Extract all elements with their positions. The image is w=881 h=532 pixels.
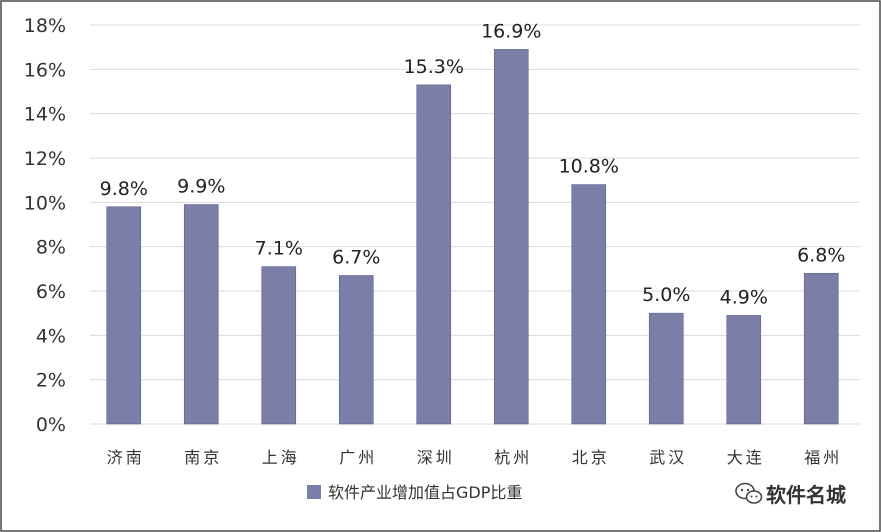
data-labels: 9.8% 9.9% 7.1% 6.7% 15.3% 16.9% 10.8% 5.0% 4.9% 6… bbox=[100, 20, 846, 308]
y-tick-label: 18% bbox=[24, 15, 66, 37]
data-label: 5.0% bbox=[642, 284, 690, 306]
y-tick-label: 4% bbox=[36, 325, 66, 347]
x-tick-label: 杭州 bbox=[494, 448, 532, 467]
x-tick-label: 南京 bbox=[184, 448, 222, 467]
x-axis: 济南 南京 上海 广州 深圳 杭州 北京 武汉 大连 福州 bbox=[107, 448, 842, 467]
x-tick-label: 福州 bbox=[804, 448, 842, 467]
y-tick-label: 10% bbox=[24, 192, 66, 214]
y-tick-label: 14% bbox=[24, 104, 66, 126]
bar bbox=[648, 312, 684, 425]
x-tick-label: 北京 bbox=[572, 448, 610, 467]
bar bbox=[571, 184, 607, 425]
y-tick-label: 8% bbox=[36, 237, 66, 259]
data-label: 4.9% bbox=[720, 286, 768, 308]
data-label: 16.9% bbox=[481, 20, 541, 42]
bar bbox=[726, 315, 762, 425]
data-label: 15.3% bbox=[404, 56, 464, 78]
x-tick-label: 上海 bbox=[262, 448, 300, 467]
data-label: 6.7% bbox=[332, 246, 380, 268]
bar bbox=[106, 206, 142, 425]
x-tick-label: 广州 bbox=[339, 448, 377, 467]
bar bbox=[803, 272, 839, 425]
x-tick-label: 武汉 bbox=[649, 448, 687, 467]
y-tick-label: 12% bbox=[24, 148, 66, 170]
y-tick-label: 2% bbox=[36, 370, 66, 392]
x-tick-label: 济南 bbox=[107, 448, 145, 467]
x-tick-label: 大连 bbox=[727, 448, 765, 467]
data-label: 9.8% bbox=[100, 178, 148, 200]
y-tick-label: 6% bbox=[36, 281, 66, 303]
data-label: 6.8% bbox=[797, 244, 845, 266]
bar bbox=[493, 49, 529, 425]
bar bbox=[261, 266, 297, 425]
y-tick-label: 16% bbox=[24, 59, 66, 81]
data-label: 10.8% bbox=[559, 156, 619, 178]
bar bbox=[183, 204, 219, 425]
watermark: 软件名城 bbox=[735, 482, 846, 507]
legend-label: 软件产业增加值占GDP比重 bbox=[328, 483, 522, 502]
bar bbox=[338, 275, 374, 425]
data-label: 7.1% bbox=[255, 238, 303, 260]
wechat-icon bbox=[735, 482, 763, 504]
x-tick-label: 深圳 bbox=[417, 448, 455, 467]
data-label: 9.9% bbox=[177, 176, 225, 198]
bar bbox=[416, 84, 452, 425]
legend: 软件产业增加值占GDP比重 bbox=[307, 483, 522, 502]
legend-swatch bbox=[307, 485, 321, 499]
watermark-text: 软件名城 bbox=[766, 483, 846, 507]
y-axis: 0% 2% 4% 6% 8% 10% 12% 14% 16% 18% bbox=[24, 15, 66, 436]
bars bbox=[106, 49, 839, 425]
y-tick-label: 0% bbox=[36, 414, 66, 436]
